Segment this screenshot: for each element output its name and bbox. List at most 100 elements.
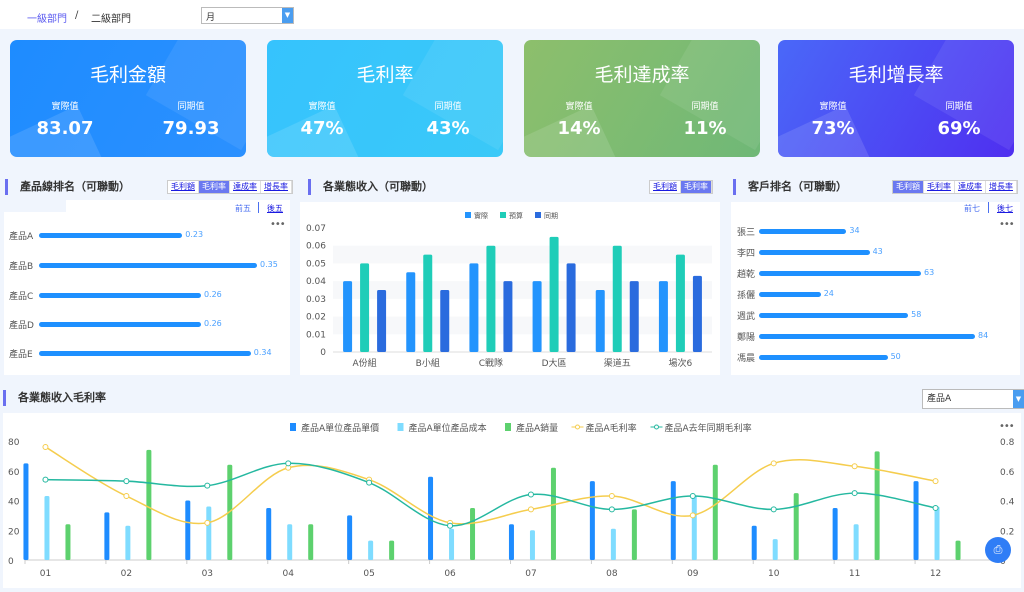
bar-產品A銷量[interactable] bbox=[470, 507, 476, 560]
bottom7-link[interactable]: 後七 bbox=[997, 204, 1013, 213]
tab-biz_income-0[interactable]: 毛利額 bbox=[650, 181, 681, 193]
line-point[interactable] bbox=[366, 479, 373, 486]
bar-產品A單位產品單價[interactable] bbox=[104, 512, 110, 560]
bar-實際[interactable] bbox=[658, 281, 668, 352]
bar-產品A單位產品成本[interactable] bbox=[529, 530, 535, 560]
line-point[interactable] bbox=[851, 463, 858, 470]
line-point[interactable] bbox=[123, 493, 130, 500]
line-point[interactable] bbox=[527, 491, 534, 498]
legend-label[interactable]: 產品A銷量 bbox=[516, 422, 558, 434]
bar-產品A銷量[interactable] bbox=[793, 493, 799, 560]
legend-label[interactable]: 產品A毛利率 bbox=[586, 422, 637, 434]
tab-biz_income-1[interactable]: 毛利率 bbox=[681, 181, 712, 193]
line-point[interactable] bbox=[608, 493, 615, 500]
bar-產品A單位產品單價[interactable] bbox=[266, 507, 272, 560]
bar[interactable] bbox=[759, 334, 975, 339]
top5-link[interactable]: 前五 bbox=[235, 204, 251, 213]
line-point[interactable] bbox=[932, 504, 939, 511]
bar-同期[interactable] bbox=[692, 275, 702, 352]
bar-實際[interactable] bbox=[469, 263, 479, 352]
bar-實際[interactable] bbox=[343, 281, 353, 352]
bar[interactable] bbox=[759, 229, 847, 234]
legend-label[interactable]: 產品A單位產品成本 bbox=[409, 422, 487, 434]
more-icon[interactable]: ••• bbox=[270, 219, 286, 230]
bar-同期[interactable] bbox=[566, 263, 576, 352]
bar[interactable] bbox=[759, 271, 921, 276]
bar[interactable] bbox=[759, 313, 909, 318]
tab-product_rank-0[interactable]: 毛利額 bbox=[168, 181, 199, 193]
bar-同期[interactable] bbox=[440, 290, 450, 352]
bar-產品A單位產品成本[interactable] bbox=[206, 506, 212, 560]
bar[interactable] bbox=[39, 351, 251, 356]
legend-label[interactable]: 實際 bbox=[474, 211, 488, 220]
bar-產品A銷量[interactable] bbox=[955, 540, 961, 560]
bar-產品A銷量[interactable] bbox=[65, 524, 71, 560]
bar-產品A單位產品單價[interactable] bbox=[670, 481, 676, 560]
line-point[interactable] bbox=[204, 482, 211, 489]
bar-產品A銷量[interactable] bbox=[146, 449, 152, 560]
bar-產品A單位產品單價[interactable] bbox=[832, 507, 838, 560]
tab-customer_rank-0[interactable]: 毛利額 bbox=[893, 181, 924, 193]
bar-產品A單位產品成本[interactable] bbox=[853, 524, 859, 560]
breadcrumb-level1[interactable]: 一級部門 bbox=[27, 14, 67, 25]
bar-產品A單位產品成本[interactable] bbox=[44, 496, 50, 560]
bottom5-link[interactable]: 後五 bbox=[267, 204, 283, 213]
line-point[interactable] bbox=[608, 506, 615, 513]
bar[interactable] bbox=[759, 250, 870, 255]
line-point[interactable] bbox=[689, 512, 696, 519]
bar-預算[interactable] bbox=[675, 254, 685, 352]
line-point[interactable] bbox=[770, 460, 777, 467]
bar-產品A銷量[interactable] bbox=[389, 540, 395, 560]
line-point[interactable] bbox=[527, 506, 534, 513]
bar-產品A單位產品成本[interactable] bbox=[772, 539, 778, 560]
bar-產品A單位產品成本[interactable] bbox=[125, 525, 131, 560]
bar-產品A單位產品單價[interactable] bbox=[508, 524, 514, 560]
bar-預算[interactable] bbox=[612, 245, 622, 352]
line-point[interactable] bbox=[770, 506, 777, 513]
bar-同期[interactable] bbox=[503, 281, 513, 352]
bar-產品A單位產品成本[interactable] bbox=[368, 540, 374, 560]
legend-label[interactable]: 產品A單位產品單價 bbox=[301, 422, 379, 434]
bar-同期[interactable] bbox=[377, 290, 387, 352]
bar-產品A銷量[interactable] bbox=[631, 509, 637, 560]
float-action-icon[interactable]: ⎙ bbox=[985, 537, 1011, 563]
bar-預算[interactable] bbox=[549, 236, 559, 352]
bar[interactable] bbox=[39, 322, 201, 327]
line-point[interactable] bbox=[851, 490, 858, 497]
bar-預算[interactable] bbox=[423, 254, 433, 352]
line-point[interactable] bbox=[932, 478, 939, 485]
tab-product_rank-2[interactable]: 達成率 bbox=[230, 181, 261, 193]
tab-product_rank-3[interactable]: 增長率 bbox=[261, 181, 292, 193]
bar-產品A單位產品成本[interactable] bbox=[287, 524, 293, 560]
bar-產品A單位產品單價[interactable] bbox=[428, 476, 434, 560]
bar-產品A銷量[interactable] bbox=[308, 524, 314, 560]
line-point[interactable] bbox=[123, 478, 130, 485]
bar-產品A單位產品單價[interactable] bbox=[23, 463, 29, 560]
bar-實際[interactable] bbox=[406, 272, 416, 352]
bar-預算[interactable] bbox=[486, 245, 496, 352]
tab-customer_rank-1[interactable]: 毛利率 bbox=[924, 181, 955, 193]
legend-label[interactable]: 同期 bbox=[544, 212, 558, 220]
bar-實際[interactable] bbox=[532, 281, 542, 352]
tab-product_rank-1[interactable]: 毛利率 bbox=[199, 181, 230, 193]
bar-產品A單位產品成本[interactable] bbox=[610, 528, 616, 560]
bar-產品A單位產品單價[interactable] bbox=[913, 481, 919, 560]
line-point[interactable] bbox=[689, 493, 696, 500]
bar-產品A銷量[interactable] bbox=[874, 451, 880, 560]
bar-同期[interactable] bbox=[629, 281, 639, 352]
bar-產品A銷量[interactable] bbox=[550, 467, 556, 560]
bar-產品A單位產品單價[interactable] bbox=[347, 515, 353, 560]
bar-預算[interactable] bbox=[360, 263, 370, 352]
product-select[interactable]: 產品A ▼ bbox=[922, 389, 1024, 409]
bar-產品A單位產品單價[interactable] bbox=[589, 481, 595, 560]
more-icon[interactable]: ••• bbox=[999, 421, 1015, 432]
top7-link[interactable]: 前七 bbox=[964, 204, 980, 213]
tab-customer_rank-2[interactable]: 達成率 bbox=[955, 181, 986, 193]
bar-實際[interactable] bbox=[595, 290, 605, 352]
line-point[interactable] bbox=[42, 476, 49, 483]
legend-label[interactable]: 預算 bbox=[509, 211, 523, 220]
bar[interactable] bbox=[39, 233, 183, 238]
bar-產品A單位產品成本[interactable] bbox=[934, 506, 940, 560]
bar-產品A銷量[interactable] bbox=[712, 464, 718, 560]
period-select[interactable]: 月 ▼ bbox=[201, 7, 294, 24]
